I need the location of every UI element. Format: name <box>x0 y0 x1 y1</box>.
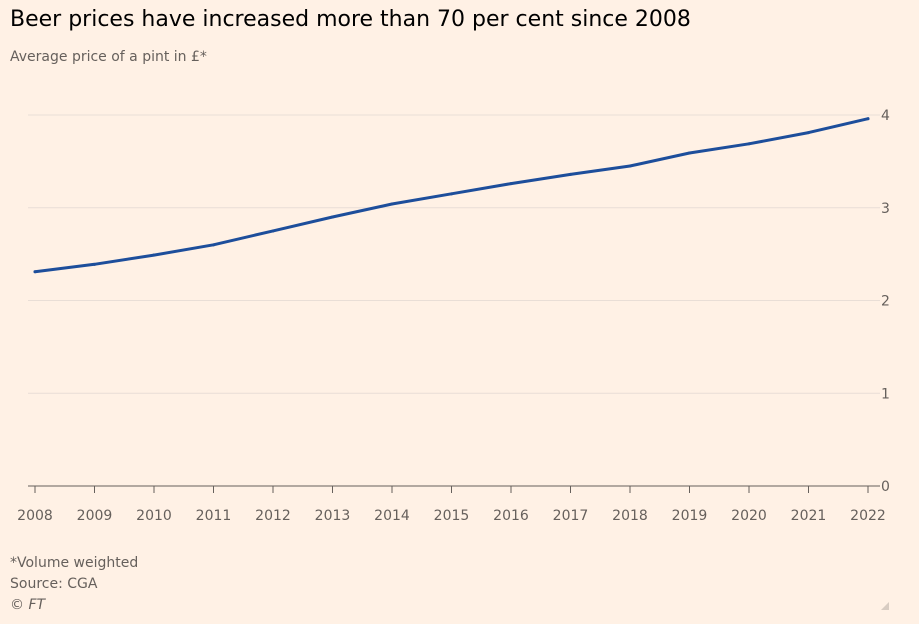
chart-notes: *Volume weighted Source: CGA © FT <box>10 553 138 616</box>
x-tick-label: 2022 <box>850 508 886 524</box>
data-point <box>569 172 572 176</box>
data-point <box>33 270 37 274</box>
data-point <box>807 131 810 135</box>
x-tick-label: 2011 <box>196 508 232 524</box>
data-point <box>628 164 632 168</box>
y-tick-label: 3 <box>881 201 890 217</box>
resize-grip-icon <box>881 602 889 610</box>
y-tick-label: 1 <box>881 386 890 402</box>
data-point <box>450 192 453 196</box>
data-point <box>747 142 751 146</box>
x-tick-label: 2020 <box>731 508 767 524</box>
x-tick-label: 2016 <box>493 508 529 524</box>
data-point <box>688 151 691 155</box>
x-tick-label: 2021 <box>791 508 827 524</box>
x-tick-label: 2014 <box>374 508 410 524</box>
data-point <box>271 229 275 233</box>
x-tick-label: 2018 <box>612 508 648 524</box>
x-axis: 2008 2009 2010 2011 2012 2013 2014 2015 2016 2017… <box>17 485 886 524</box>
x-tick-label: 2012 <box>255 508 291 524</box>
y-tick-label: 4 <box>881 108 890 124</box>
data-point <box>866 117 870 121</box>
y-tick-label: 2 <box>881 294 890 310</box>
data-point <box>93 262 96 266</box>
x-tick-label: 2013 <box>315 508 351 524</box>
y-tick-label: 0 <box>881 479 890 495</box>
y-axis-tick-labels: 0 1 2 3 4 <box>881 108 890 495</box>
x-tick-label: 2015 <box>434 508 470 524</box>
x-tick-label: 2009 <box>77 508 113 524</box>
data-point <box>390 202 394 206</box>
x-tick-label: 2010 <box>136 508 172 524</box>
data-point <box>331 215 334 219</box>
x-tick-label: 2019 <box>672 508 708 524</box>
chart-subtitle: Average price of a pint in £* <box>10 49 207 65</box>
copyright-credit: © FT <box>10 597 46 613</box>
data-point <box>152 253 156 257</box>
chart-title: Beer prices have increased more than 70 … <box>10 7 691 32</box>
footnote: *Volume weighted <box>10 555 139 571</box>
data-point <box>212 243 215 247</box>
data-point <box>509 182 513 186</box>
series-lines <box>33 117 870 274</box>
source-note: Source: CGA <box>10 576 98 592</box>
x-tick-label: 2008 <box>17 508 53 524</box>
x-tick-label: 2017 <box>553 508 589 524</box>
gridlines <box>28 114 880 394</box>
